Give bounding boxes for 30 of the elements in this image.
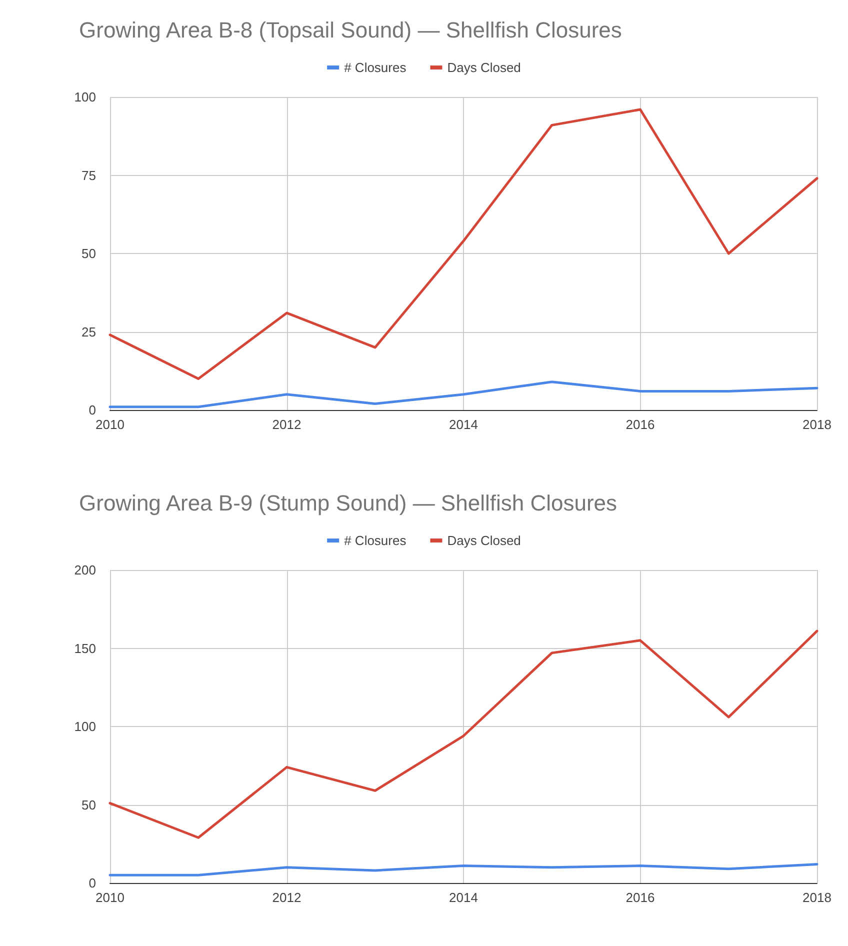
x-tick-label: 2014 [449,890,478,905]
x-tick-label: 2010 [96,417,124,432]
y-tick-label: 200 [74,562,96,578]
x-tick-label: 2018 [802,417,832,432]
legend-label: # Closures [344,533,407,548]
x-tick-label: 2016 [626,417,655,432]
y-tick-label: 150 [74,640,96,656]
y-tick-label: 100 [74,719,96,734]
chart-title: Growing Area B-9 (Stump Sound) — Shellfish Closures [79,490,618,516]
legend-label: Days Closed [447,60,521,75]
x-tick-label: 2010 [96,890,124,905]
y-tick-label: 100 [74,90,96,104]
chart-title: Growing Area B-8 (Topsail Sound) — Shellfish Closures [79,18,622,42]
x-tick-label: 2012 [272,417,302,432]
y-tick-label: 50 [82,797,96,812]
y-tick-label: 50 [82,246,96,261]
legend-label: # Closures [344,60,407,75]
line-series [108,380,818,408]
line-series [108,862,818,876]
x-tick-label: 2012 [272,890,302,905]
y-tick-label: 25 [82,324,96,340]
y-tick-label: 75 [82,168,96,183]
legend-label: Days Closed [447,533,521,548]
y-tick-label: 0 [88,876,96,890]
x-tick-label: 2014 [449,417,478,432]
x-tick-label: 2016 [626,890,655,905]
y-tick-label: 0 [88,402,96,418]
line-series [108,108,818,380]
x-tick-label: 2018 [802,890,832,905]
line-series [108,630,818,839]
